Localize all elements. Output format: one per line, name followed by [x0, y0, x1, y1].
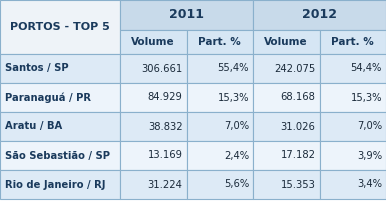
- Bar: [253, 0, 386, 30]
- Bar: [0, 54, 120, 83]
- Bar: [120, 30, 186, 54]
- Bar: [186, 30, 253, 54]
- Text: 55,4%: 55,4%: [217, 63, 249, 73]
- Text: 38.832: 38.832: [148, 122, 183, 132]
- Bar: [120, 112, 186, 141]
- Bar: [186, 170, 253, 199]
- Bar: [253, 30, 320, 54]
- Text: 5,6%: 5,6%: [224, 180, 249, 190]
- Text: 31.224: 31.224: [147, 180, 183, 190]
- Text: Paranaguá / PR: Paranaguá / PR: [5, 92, 91, 103]
- Bar: [253, 141, 320, 170]
- Bar: [0, 83, 120, 112]
- Text: 68.168: 68.168: [281, 92, 315, 102]
- Text: São Sebastião / SP: São Sebastião / SP: [5, 151, 110, 161]
- Text: 15,3%: 15,3%: [217, 92, 249, 102]
- Bar: [120, 83, 186, 112]
- Text: Volume: Volume: [264, 37, 308, 47]
- Bar: [186, 112, 253, 141]
- Bar: [120, 170, 186, 199]
- Text: Aratu / BA: Aratu / BA: [5, 122, 62, 132]
- Bar: [186, 141, 253, 170]
- Bar: [253, 170, 320, 199]
- Text: 31.026: 31.026: [281, 122, 315, 132]
- Text: 17.182: 17.182: [281, 151, 315, 161]
- Bar: [0, 112, 120, 141]
- Text: 15.353: 15.353: [281, 180, 315, 190]
- Bar: [320, 170, 386, 199]
- Text: 7,0%: 7,0%: [224, 122, 249, 132]
- Text: 15,3%: 15,3%: [350, 92, 382, 102]
- Bar: [0, 170, 120, 199]
- Text: 84.929: 84.929: [147, 92, 183, 102]
- Bar: [120, 141, 186, 170]
- Bar: [320, 83, 386, 112]
- Bar: [253, 54, 320, 83]
- Text: 2012: 2012: [302, 9, 337, 21]
- Bar: [320, 54, 386, 83]
- Text: 2,4%: 2,4%: [224, 151, 249, 161]
- Bar: [186, 83, 253, 112]
- Text: 242.075: 242.075: [274, 63, 315, 73]
- Text: Rio de Janeiro / RJ: Rio de Janeiro / RJ: [5, 180, 105, 190]
- Bar: [0, 141, 120, 170]
- Bar: [253, 83, 320, 112]
- Text: 13.169: 13.169: [147, 151, 183, 161]
- Text: 3,4%: 3,4%: [357, 180, 382, 190]
- Text: 7,0%: 7,0%: [357, 122, 382, 132]
- Text: Volume: Volume: [132, 37, 175, 47]
- Text: 306.661: 306.661: [141, 63, 183, 73]
- Bar: [120, 0, 253, 30]
- Text: Part. %: Part. %: [198, 37, 241, 47]
- Text: 3,9%: 3,9%: [357, 151, 382, 161]
- Text: Part. %: Part. %: [331, 37, 374, 47]
- Bar: [320, 112, 386, 141]
- Text: 54,4%: 54,4%: [350, 63, 382, 73]
- Text: 2011: 2011: [169, 9, 204, 21]
- Text: PORTOS - TOP 5: PORTOS - TOP 5: [10, 22, 110, 32]
- Text: Santos / SP: Santos / SP: [5, 63, 69, 73]
- Bar: [253, 112, 320, 141]
- Bar: [0, 0, 120, 54]
- Bar: [186, 54, 253, 83]
- Bar: [120, 54, 186, 83]
- Bar: [320, 30, 386, 54]
- Bar: [320, 141, 386, 170]
